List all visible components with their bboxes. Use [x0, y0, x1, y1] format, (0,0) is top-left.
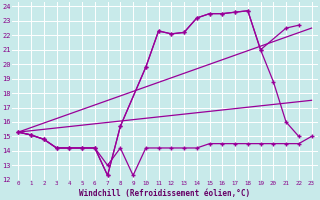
X-axis label: Windchill (Refroidissement éolien,°C): Windchill (Refroidissement éolien,°C)	[79, 189, 251, 198]
